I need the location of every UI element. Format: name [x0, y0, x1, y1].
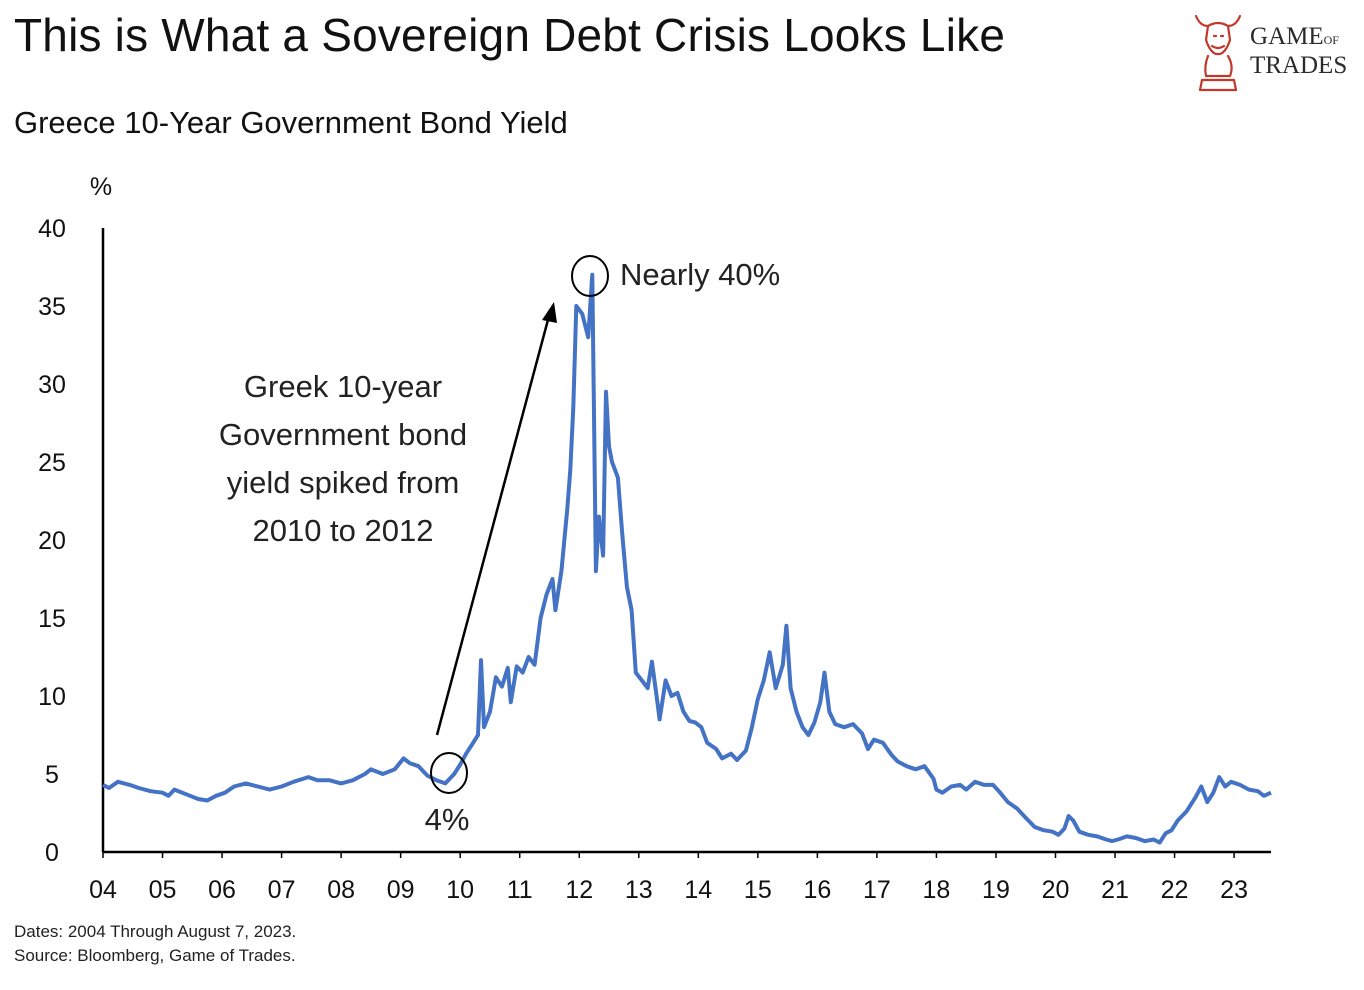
- y-axis-unit-label: %: [90, 173, 112, 201]
- chart-title: This is What a Sovereign Debt Crisis Loo…: [14, 9, 1006, 61]
- x-tick-label: 22: [1161, 876, 1189, 904]
- y-tick-label: 20: [38, 527, 66, 555]
- x-tick-label: 12: [565, 876, 593, 904]
- peak-point-label: Nearly 40%: [620, 257, 780, 292]
- logo-word-trades: TRADES: [1250, 52, 1348, 79]
- annotation-text-line: Greek 10-year: [244, 369, 442, 404]
- x-tick-label: 07: [268, 876, 296, 904]
- low-point-circle: [430, 752, 468, 794]
- x-tick-label: 09: [387, 876, 415, 904]
- peak-point-circle: [571, 255, 609, 297]
- chart-subtitle: Greece 10-Year Government Bond Yield: [14, 105, 568, 140]
- annotation-text-line: yield spiked from: [227, 465, 460, 500]
- x-tick-label: 20: [1042, 876, 1070, 904]
- low-point-label: 4%: [425, 802, 470, 837]
- x-tick-label: 16: [803, 876, 831, 904]
- annotation-text-line: Government bond: [219, 417, 467, 452]
- x-tick-label: 21: [1101, 876, 1129, 904]
- y-tick-label: 25: [38, 449, 66, 477]
- x-tick-label: 06: [208, 876, 236, 904]
- x-tick-label: 18: [923, 876, 951, 904]
- series-line: [102, 272, 1272, 845]
- x-tick-label: 14: [684, 876, 712, 904]
- footnote-dates: Dates: 2004 Through August 7, 2023.: [14, 922, 297, 941]
- game-of-trades-logo: GAMEOF TRADES: [1190, 6, 1360, 98]
- x-tick-label: 10: [446, 876, 474, 904]
- trend-arrow-shaft: [435, 315, 551, 736]
- x-tick-label: 08: [327, 876, 355, 904]
- logo-word-of: OF: [1323, 33, 1339, 47]
- x-tick-label: 04: [89, 876, 117, 904]
- y-tick-label: 40: [38, 215, 66, 243]
- footnote-source: Source: Bloomberg, Game of Trades.: [14, 946, 296, 965]
- y-tick-label: 0: [45, 839, 59, 867]
- y-tick-label: 30: [38, 371, 66, 399]
- y-tick-label: 10: [38, 683, 66, 711]
- x-tick-label: 05: [149, 876, 177, 904]
- logo-word-game: AME: [1268, 23, 1324, 50]
- y-tick-label: 35: [38, 293, 66, 321]
- x-tick-label: 23: [1220, 876, 1248, 904]
- y-tick-label: 5: [45, 761, 59, 789]
- y-tick-label: 15: [38, 605, 66, 633]
- trend-arrow-head: [542, 302, 557, 323]
- x-tick-label: 17: [863, 876, 891, 904]
- x-tick-label: 11: [507, 876, 533, 904]
- x-tick-label: 19: [982, 876, 1010, 904]
- x-tick-label: 13: [625, 876, 653, 904]
- logo-initial: G: [1250, 23, 1269, 50]
- bull-knight-icon: [1194, 14, 1242, 92]
- annotation-text-line: 2010 to 2012: [252, 513, 433, 548]
- x-tick-label: 15: [744, 876, 772, 904]
- logo-wordmark: GAMEOF TRADES: [1250, 24, 1347, 78]
